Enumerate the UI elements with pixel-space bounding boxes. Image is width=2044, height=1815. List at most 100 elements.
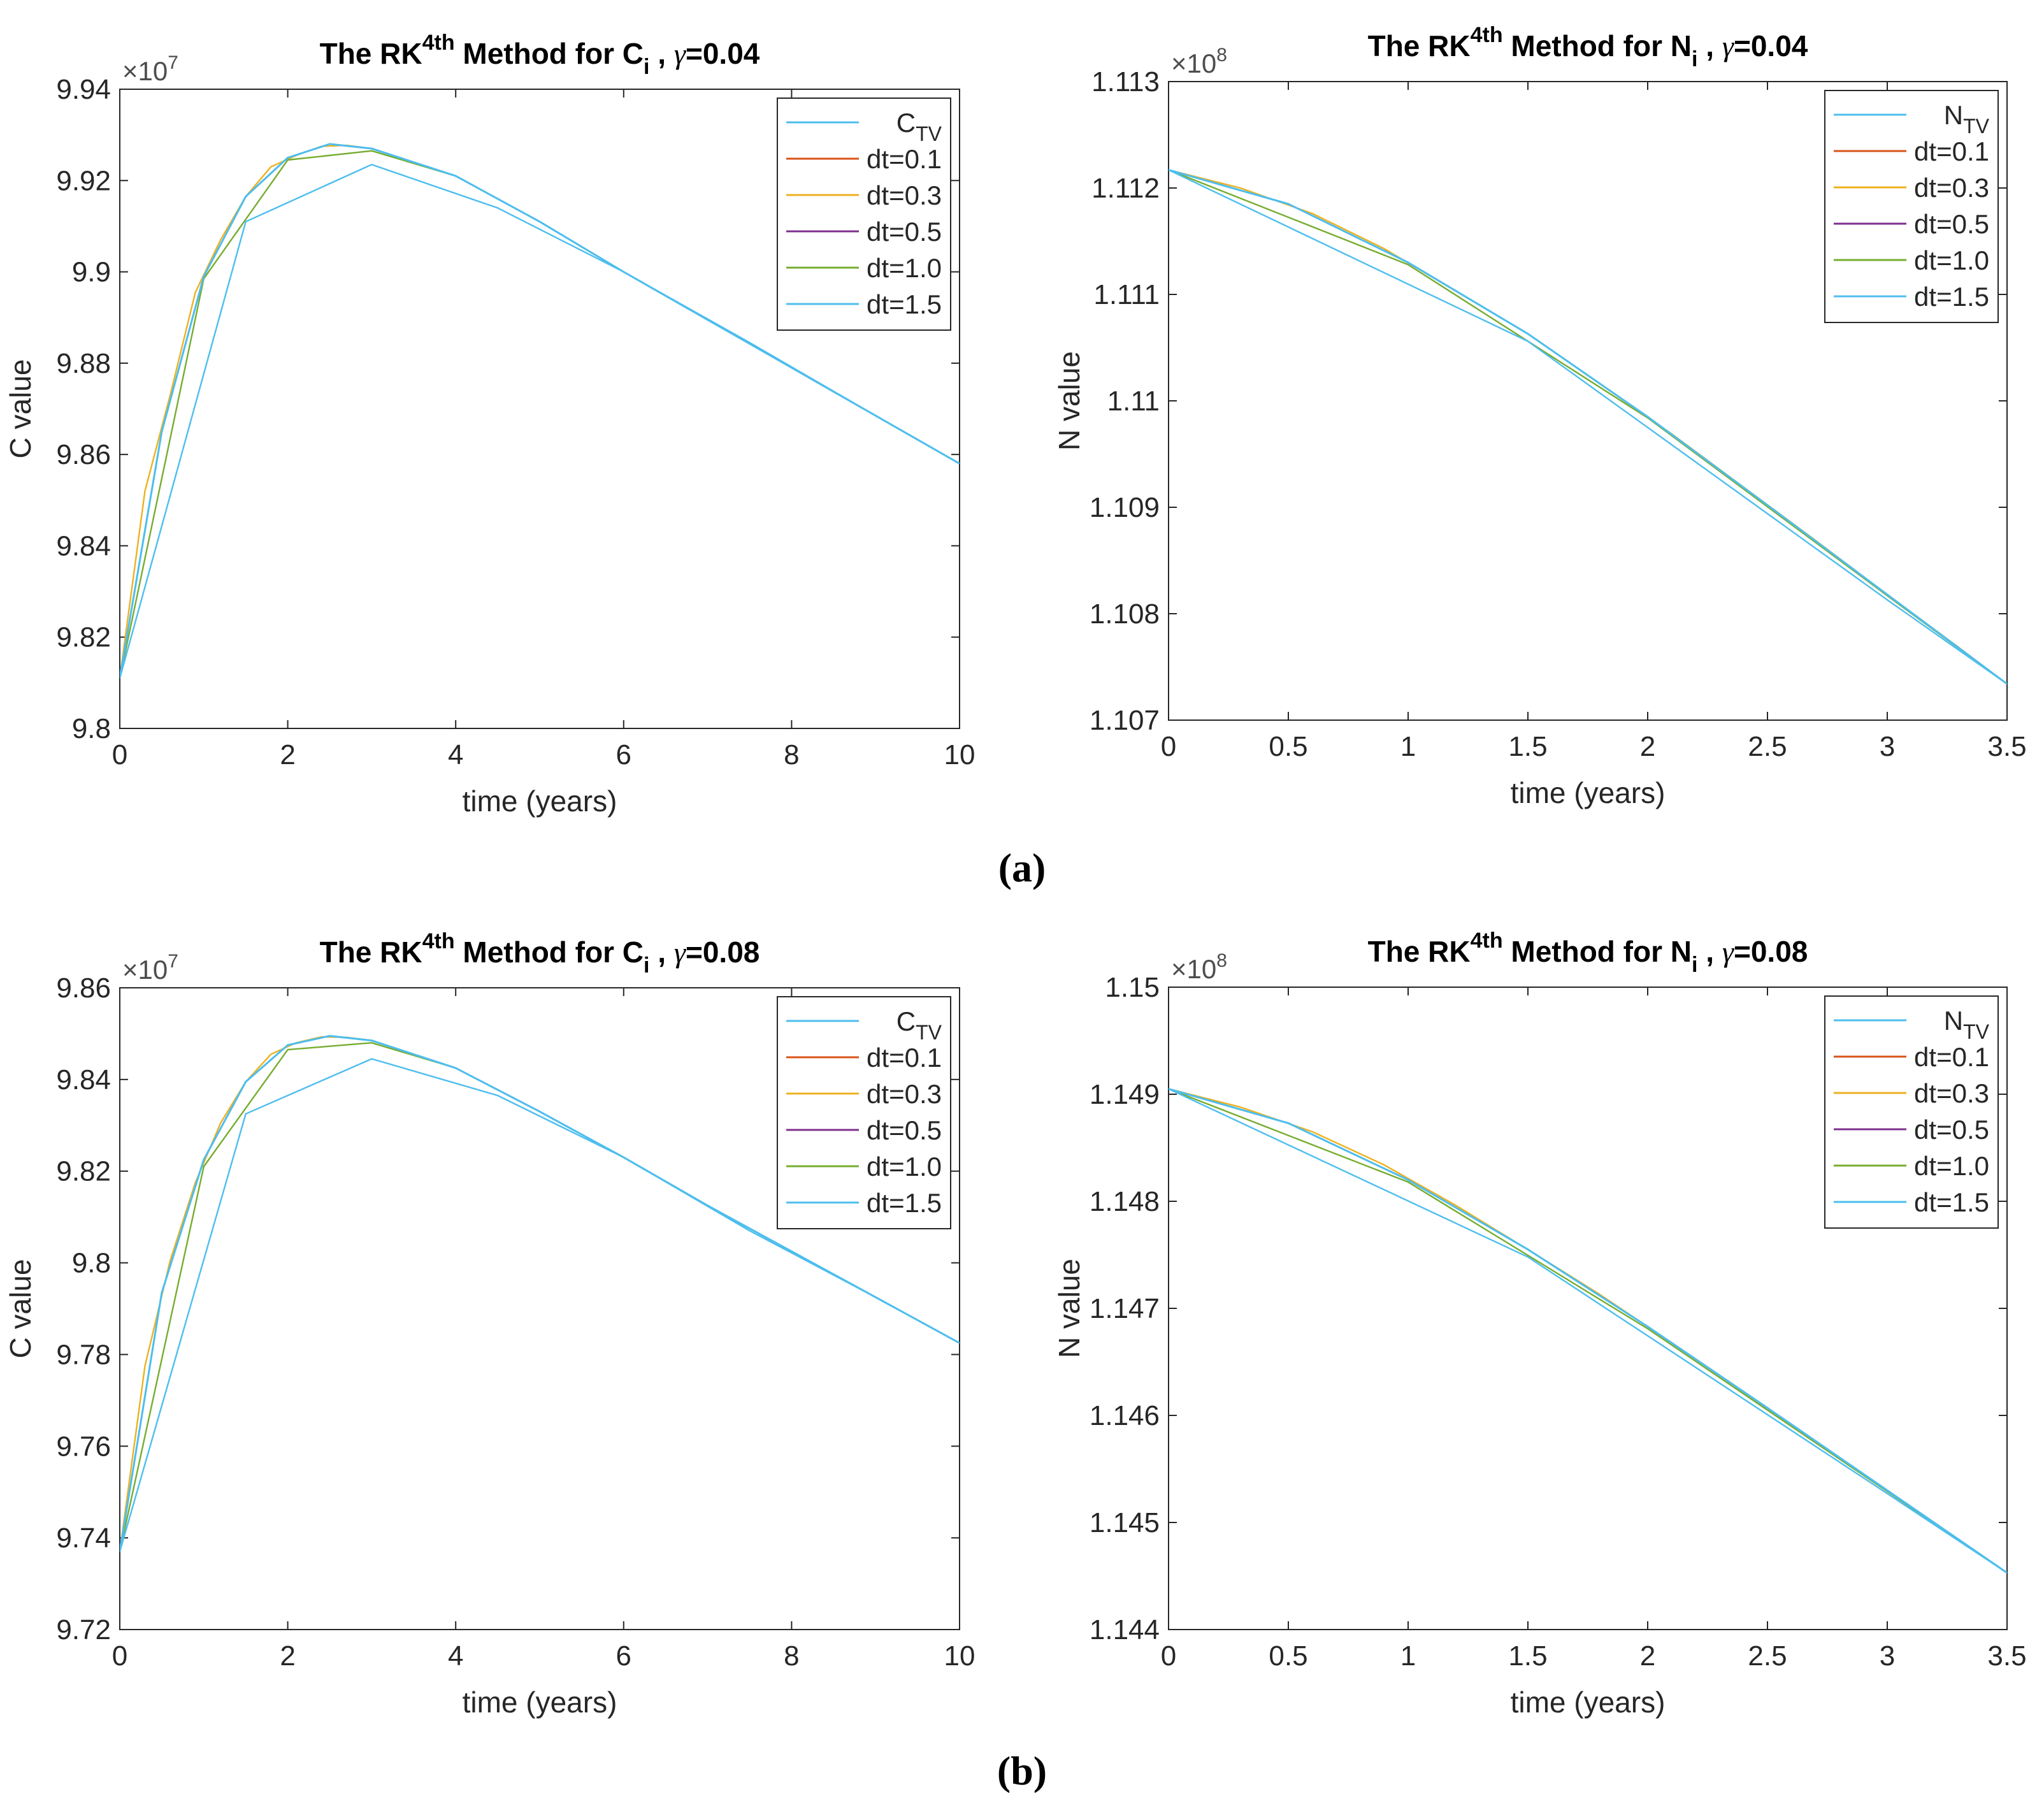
y-tick-label: 9.86 [56,973,111,1004]
y-tick-label: 9.78 [56,1339,111,1370]
chart-b-left: 0 2 4 6 8 10 9.72 9.74 9.76 9.78 9.8 9.82 9.84 9.86 ×1… [4,929,975,1719]
chart-a-right: 0 0.5 1 1.5 2 2.5 3 3.5 1.107 1.108 1.109 1.11 1.111… [1053,23,2027,809]
x-tick-label: 8 [784,1640,799,1672]
y-tick-label: 9.76 [56,1431,111,1462]
legend-entry: dt=0.5 [867,1115,942,1145]
legend-entry: NTV [1944,1006,1990,1043]
series-line-dt-1_5 [120,164,960,679]
legend-entry: dt=0.1 [1914,136,1989,166]
legend-entry: dt=0.5 [1914,209,1989,239]
legend-box [777,98,951,331]
chart-a-left: 0 2 4 6 8 10 9.8 9.82 9.84 9.86 9.88 9.9 9.92 9.94 ×10… [4,31,975,818]
x-tick-label: 6 [616,739,631,770]
y-tick-label: 1.146 [1090,1400,1160,1431]
y-tick-label: 1.11 [1107,386,1160,417]
y-tick-label: 1.148 [1090,1186,1160,1217]
y-tick-label: 9.72 [56,1614,111,1645]
y-tick-label: 9.94 [56,74,111,105]
legend-entry: dt=1.5 [1914,1187,1989,1217]
legend-entry: dt=0.1 [1914,1042,1989,1072]
legend-entry: dt=0.3 [867,180,942,210]
y-tick-label: 1.111 [1093,279,1160,310]
x-axis-label: time (years) [463,1686,617,1719]
y-tick-label: 9.82 [56,622,111,653]
series-line-tv [1169,1088,2007,1574]
series-group [120,143,960,679]
axis-exponent: ×108 [1171,950,1227,984]
x-tick-label: 1 [1400,731,1416,762]
y-tick-label: 1.108 [1090,598,1160,630]
legend-entry: CTV [896,108,942,145]
y-axis-label: C value [4,1259,37,1359]
legend-entry: NTV [1944,100,1990,138]
x-tick-label: 8 [784,739,799,770]
y-tick-label: 9.8 [72,1248,111,1279]
legend-entry: dt=1.0 [867,253,942,283]
legend-entry: dt=0.1 [867,144,942,174]
y-tick-label: 9.86 [56,439,111,470]
chart-b-right: 0 0.5 1 1.5 2 2.5 3 3.5 1.144 1.145 1.146 1.147 1.14… [1053,929,2027,1719]
legend-box [777,996,951,1229]
y-tick-label: 1.112 [1091,173,1160,204]
x-tick-label: 1.5 [1508,731,1547,762]
x-tick-label: 2 [280,1640,295,1672]
x-axis-label: time (years) [1511,1686,1666,1719]
legend-entry: dt=1.0 [1914,1151,1989,1181]
x-tick-label: 4 [448,1640,463,1672]
x-tick-label: 4 [448,739,463,770]
legend-box [1824,90,1999,323]
y-axis-label: N value [1053,1259,1086,1358]
series-line-tv [120,1035,960,1552]
legend-entry: dt=1.5 [1914,282,1989,312]
x-tick-label: 2 [1640,731,1655,762]
y-tick-label: 1.107 [1090,705,1160,736]
chart-title: The RK4th Method for Ni , γ=0.08 [1368,929,1808,977]
x-tick-label: 2 [1640,1640,1655,1672]
x-tick-label: 2.5 [1748,731,1787,762]
y-tick-label: 1.147 [1090,1293,1160,1324]
chart-title: The RK4th Method for Ci , γ=0.08 [320,929,760,978]
panel-label-a: (a) [998,845,1046,890]
x-tick-label: 0 [1161,731,1176,762]
y-axis-label: C value [4,359,37,459]
axis-exponent: ×107 [122,951,178,985]
y-tick-label: 1.144 [1090,1614,1160,1645]
y-axis-label: N value [1053,351,1086,451]
legend-entry: dt=0.3 [1914,173,1989,203]
legend-entry: CTV [896,1006,942,1044]
y-tick-label: 1.113 [1091,66,1160,98]
y-tick-label: 1.145 [1090,1507,1160,1538]
x-tick-label: 6 [616,1640,631,1672]
series-line-dt-1_5 [120,1058,960,1552]
series-line-tv [1169,169,2007,685]
series-line-tv [120,143,960,679]
panel-label-b: (b) [997,1748,1047,1793]
legend-entry: dt=0.3 [1914,1078,1989,1108]
y-tick-label: 9.9 [72,257,111,288]
legend-entry: dt=0.5 [867,217,942,247]
y-tick-label: 9.88 [56,348,111,379]
x-tick-label: 2.5 [1748,1640,1787,1672]
legend-entry: dt=1.0 [1914,245,1989,275]
x-axis-label: time (years) [463,785,617,818]
x-tick-label: 2 [280,739,295,770]
legend-entry: dt=0.3 [867,1079,942,1109]
x-tick-label: 3 [1880,731,1895,762]
y-tick-label: 9.92 [56,165,111,196]
y-tick-label: 1.149 [1090,1079,1160,1110]
series-line-dt-1_5 [1169,169,2007,685]
x-tick-label: 1 [1400,1640,1416,1672]
series-group [120,1035,960,1552]
y-tick-label: 9.84 [56,530,111,561]
x-tick-label: 1.5 [1508,1640,1547,1672]
y-tick-label: 9.8 [72,713,111,744]
x-tick-label: 0.5 [1269,1640,1307,1672]
x-tick-label: 0 [1161,1640,1176,1672]
y-tick-label: 9.82 [56,1156,111,1187]
axis-exponent: ×108 [1171,45,1227,78]
axis-exponent: ×107 [122,52,178,86]
